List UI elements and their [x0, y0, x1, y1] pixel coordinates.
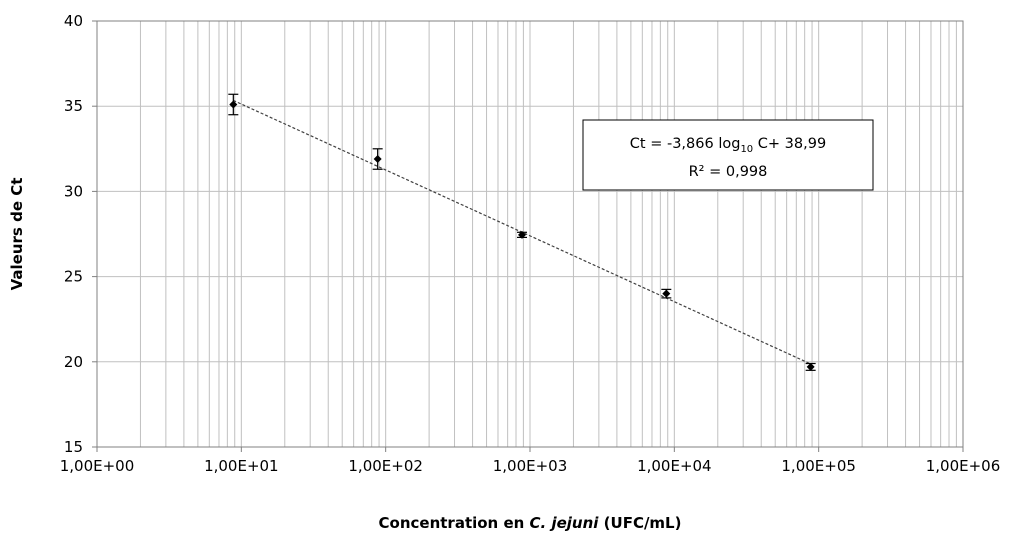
x-tick-label: 1,00E+03 [493, 457, 568, 475]
y-tick-label: 25 [64, 268, 83, 286]
x-tick-label: 1,00E+02 [348, 457, 423, 475]
data-point [516, 230, 527, 239]
y-tick-label: 30 [64, 182, 83, 200]
x-axis-title-species: C. jejuni [530, 514, 600, 532]
x-tick-label: 1,00E+00 [60, 457, 135, 475]
data-point [372, 148, 383, 170]
x-tick-label: 1,00E+05 [781, 457, 856, 475]
data-point [661, 288, 672, 299]
y-axis-title: Valeurs de Ct [8, 178, 26, 291]
x-tick-label: 1,00E+01 [204, 457, 279, 475]
y-tick-labels: 15 20 25 30 35 40 [64, 12, 97, 456]
data-point [228, 93, 239, 116]
x-axis-title-prefix: Concentration en [379, 514, 530, 532]
grid-layer [96, 20, 964, 448]
equation-text: Ct = -3,866 log10 C+ 38,99 [630, 136, 826, 155]
point-marker [229, 100, 238, 109]
equation-subscript: 10 [740, 144, 753, 155]
y-tick-label: 35 [64, 97, 83, 115]
equation-part-a: Ct = -3,866 log [630, 136, 741, 152]
y-tick-label: 15 [64, 438, 83, 456]
equation-part-b: C+ 38,99 [753, 136, 826, 152]
data-point [805, 362, 816, 371]
point-marker [662, 289, 671, 298]
x-tick-label: 1,00E+04 [637, 457, 712, 475]
point-marker [517, 230, 526, 239]
x-tick-label: 1,00E+06 [926, 457, 1001, 475]
point-marker [806, 362, 815, 371]
point-marker [373, 155, 382, 164]
data-points [228, 93, 816, 371]
y-tick-label: 40 [64, 12, 83, 30]
y-tick-label: 20 [64, 353, 83, 371]
equation-annotation: Ct = -3,866 log10 C+ 38,99 R² = 0,998 [582, 119, 874, 191]
x-axis-title-suffix: (UFC/mL) [598, 514, 681, 532]
equation-box [582, 119, 874, 191]
x-axis-title: Concentration en C. jejuni (UFC/mL) [379, 514, 682, 532]
r-squared-text: R² = 0,998 [689, 164, 768, 180]
x-tick-labels: 1,00E+00 1,00E+01 1,00E+02 1,00E+03 1,00E+04… [60, 447, 1001, 475]
